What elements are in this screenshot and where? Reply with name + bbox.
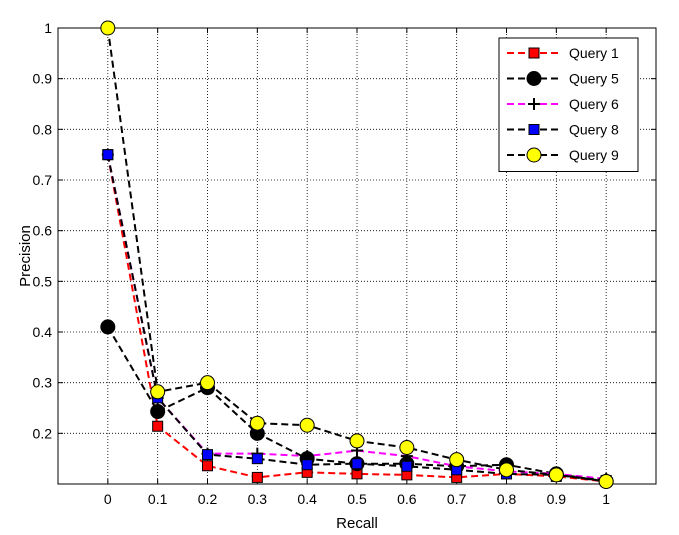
series-line-query-5	[106, 326, 607, 483]
x-tick-label: 0	[104, 491, 112, 507]
x-axis-title: Recall	[336, 515, 378, 532]
y-tick-label: 0.4	[33, 324, 53, 340]
y-tick-label: 0.7	[33, 172, 53, 188]
y-tick-label: 0.3	[33, 375, 53, 391]
legend-marker-query-5	[526, 71, 542, 86]
x-tick-label: 0.7	[447, 491, 467, 507]
y-tick-label: 0.5	[33, 273, 53, 289]
x-tick-label: 0.8	[497, 491, 517, 507]
data-point-query-9	[100, 20, 116, 36]
data-point-query-9	[349, 433, 365, 449]
data-point-query-9	[598, 473, 614, 489]
legend-label-query-5: Query 5	[569, 71, 619, 87]
data-point-query-8	[301, 459, 313, 471]
data-point-query-9	[299, 417, 315, 433]
data-point-query-9	[200, 375, 215, 391]
legend-label-query-6: Query 6	[569, 96, 619, 112]
data-point-query-9	[548, 467, 564, 483]
data-point-query-9	[249, 415, 265, 431]
data-point-query-8	[102, 149, 114, 161]
x-tick-label: 1	[602, 491, 610, 507]
legend-marker-query-6	[528, 98, 540, 110]
x-tick-label: 0.4	[297, 491, 317, 507]
x-tick-label: 0.6	[397, 491, 417, 507]
x-tick-label: 0.2	[198, 491, 218, 507]
data-point-query-1	[202, 460, 213, 472]
data-point-query-9	[150, 384, 166, 400]
y-tick-label: 0.8	[33, 121, 53, 137]
data-point-query-9	[499, 462, 514, 478]
data-point-query-1	[152, 420, 164, 432]
legend-marker-query-1	[528, 47, 540, 59]
data-point-query-9	[399, 440, 415, 456]
legend-label-query-1: Query 1	[569, 45, 619, 61]
data-point-query-5	[100, 319, 116, 335]
y-tick-label: 0.9	[33, 71, 53, 87]
y-tick-label: 1	[44, 20, 52, 36]
legend-marker-query-9	[526, 147, 542, 163]
data-point-query-8	[251, 453, 263, 465]
x-tick-label: 0.1	[148, 491, 168, 507]
x-tick-label: 0.9	[547, 491, 567, 507]
legend-label-query-8: Query 8	[569, 122, 619, 138]
data-point-query-1	[251, 471, 263, 483]
data-point-query-8	[401, 460, 413, 472]
data-point-query-8	[351, 458, 363, 470]
x-tick-label: 0.5	[347, 491, 367, 507]
data-point-query-5	[150, 404, 166, 420]
legend-marker-query-8	[528, 124, 540, 135]
legend-label-query-9: Query 9	[569, 147, 619, 163]
x-tick-label: 0.3	[248, 491, 268, 507]
y-axis-title: Precision	[17, 225, 34, 287]
y-tick-label: 0.6	[33, 223, 53, 239]
data-point-query-9	[449, 452, 465, 468]
y-tick-label: 0.2	[33, 425, 53, 441]
data-point-query-8	[202, 449, 213, 461]
